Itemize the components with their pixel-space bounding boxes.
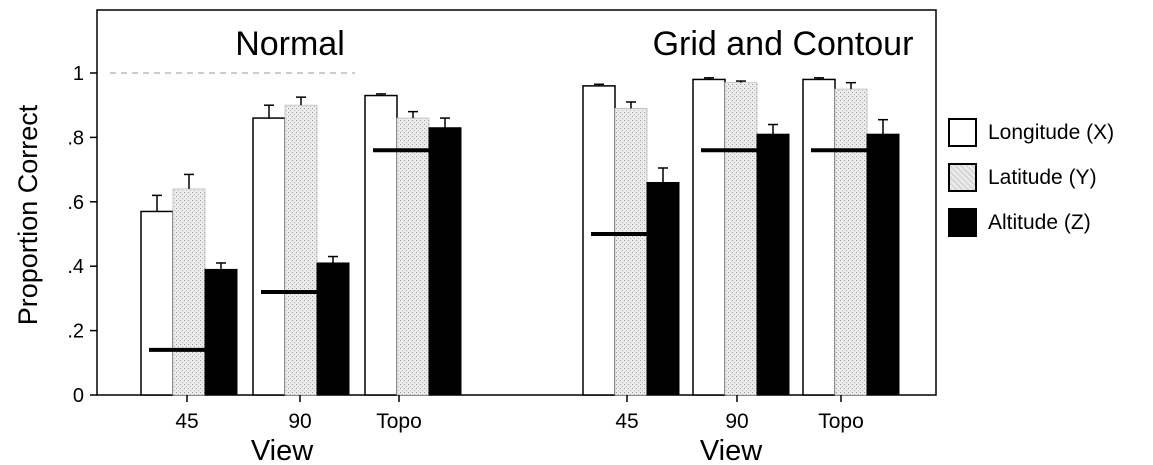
x-tick-label: 45 (175, 410, 198, 433)
bar-altitude (317, 263, 349, 395)
bars-layer (141, 78, 899, 395)
bar-altitude (757, 134, 789, 395)
x-tick-label: Topo (818, 410, 864, 433)
legend-label-longitude: Longitude (X) (988, 121, 1114, 145)
y-tick-label: .2 (67, 321, 84, 343)
bar-longitude (365, 96, 397, 395)
bar-altitude (429, 128, 461, 395)
bar-altitude (205, 269, 237, 395)
bar-latitude (835, 89, 867, 395)
y-tick-label: .4 (67, 256, 84, 278)
x-tick-label: 45 (615, 410, 638, 433)
x-tick-label: 90 (725, 410, 748, 433)
bar-latitude (285, 105, 317, 395)
y-tick-label: .6 (67, 192, 84, 214)
legend-swatch-latitude (948, 163, 977, 192)
y-axis-label: Proportion Correct (13, 104, 43, 325)
bar-longitude (693, 79, 725, 395)
x-tick-label: 90 (288, 410, 311, 433)
panel-title-normal: Normal (235, 25, 345, 63)
legend: Longitude (X) Latitude (Y) Altitude (Z) (948, 110, 1114, 245)
legend-item-latitude: Latitude (Y) (948, 155, 1114, 200)
bar-longitude (253, 118, 285, 395)
y-tick-label: .8 (67, 127, 84, 149)
legend-swatch-longitude (948, 118, 977, 147)
bar-latitude (173, 189, 205, 395)
x-tick-label: Topo (376, 410, 422, 433)
bar-longitude (583, 86, 615, 395)
bar-latitude (397, 118, 429, 395)
x-axis-label-normal: View (251, 435, 314, 465)
bar-latitude (725, 83, 757, 395)
legend-item-longitude: Longitude (X) (948, 110, 1114, 155)
bar-altitude (867, 134, 899, 395)
y-tick-label: 1 (73, 63, 84, 85)
legend-label-latitude: Latitude (Y) (988, 166, 1097, 190)
bar-altitude (647, 182, 679, 395)
x-axis-label-grid: View (700, 435, 763, 465)
legend-swatch-altitude (948, 208, 977, 237)
panel-title-grid-and-contour: Grid and Contour (653, 25, 914, 63)
bar-longitude (803, 79, 835, 395)
bar-latitude (615, 108, 647, 395)
legend-item-altitude: Altitude (Z) (948, 200, 1114, 245)
bar-longitude (141, 211, 173, 395)
y-tick-label: 0 (73, 385, 84, 407)
legend-label-altitude: Altitude (Z) (988, 211, 1091, 235)
